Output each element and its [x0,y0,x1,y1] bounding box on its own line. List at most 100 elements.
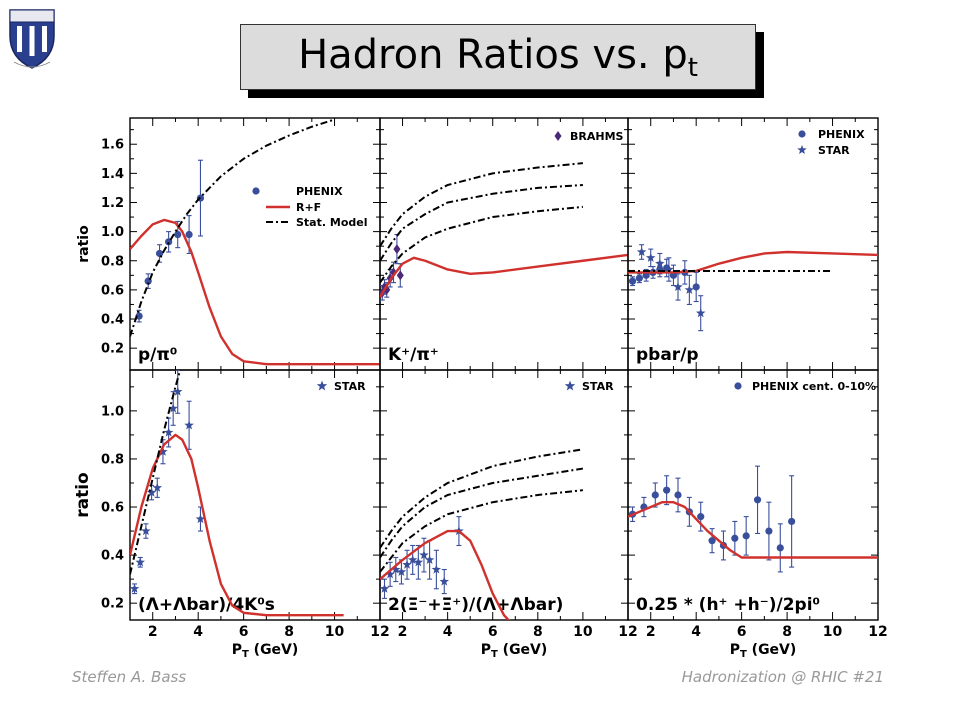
x-tick-label: 8 [782,624,792,640]
data-point [146,487,157,497]
panel-frame [379,369,629,621]
legend: STAR [316,380,366,393]
chart-panel-4: 0.2 0.4 0.6 0.8 1.0 ratio 2 4 6 8 10 12 PT (GeV) (Λ+Λ… [73,369,390,660]
data-point [424,554,435,564]
stat-model-curve [130,370,182,575]
legend-marker [252,187,260,195]
x-tick-label: 10 [325,624,345,640]
data-point [753,496,762,504]
data-point [385,569,395,579]
y-tick-label: 1.6 [101,138,124,153]
y-tick-label: 1.0 [101,225,124,240]
rf-curve [130,433,344,617]
data-point [407,554,418,564]
data-point [663,486,671,494]
data-point [396,270,404,281]
legend-entry: STAR [334,380,366,393]
data-point [155,249,164,258]
rf-curve [628,250,878,274]
series-group [380,162,628,301]
x-tick-label: 2 [398,624,408,640]
data-point [135,312,143,320]
x-tick-label: 2 [646,624,656,640]
stat-model-curve [380,205,584,284]
x-tick-label: 6 [239,624,249,640]
footer-author: Steffen A. Bass [72,668,187,686]
x-axis-label: PT (GeV) [481,642,548,660]
x-tick-label: 4 [691,624,701,640]
y-axis-label: ratio [73,472,93,518]
x-tick-label: 6 [737,624,747,640]
data-point [135,557,145,567]
data-point [185,230,193,239]
x-axis-label: PT (GeV) [730,642,797,660]
chart-panel-5: 2 4 6 8 10 12 PT (GeV) 2(Ξ⁻+Ξ⁺)/(Λ+Λbar) STAR [379,369,638,660]
page-title: Hadron Ratios vs. pt [298,32,698,83]
legend-entry: R+F [296,201,321,214]
data-point [393,244,401,255]
data-point [141,526,151,536]
data-point [419,550,429,560]
chart-panel-3: pbar/p PHENIX STAR [627,117,879,371]
data-point [673,281,683,292]
series-group [628,465,878,573]
stat-model-curve [380,467,584,559]
panel-label: 0.25 * (h⁺ +h⁻)/2pi⁰ [636,595,820,615]
legend: STAR [564,380,614,393]
data-point [380,583,390,593]
data-point [431,564,442,574]
x-tick-label: 2 [148,624,158,640]
x-tick-label: 8 [533,624,543,640]
data-point [396,566,407,576]
y-tick-label: 1.2 [101,196,124,211]
data-point [195,514,206,524]
y-tick-label: 0.6 [101,283,124,298]
stat-model-curve [380,184,583,262]
legend-entry: STAR [582,380,614,393]
y-tick-label: 0.6 [101,501,124,516]
legend-entry: PHENIX cent. 0-10% [752,380,876,393]
legend-marker [734,382,742,390]
legend-entry: BRAHMS [570,130,624,143]
legend-entry: Stat. Model [296,216,367,229]
y-tick-label: 0.4 [101,313,124,328]
legend-marker [316,380,328,391]
legend: PHENIX R+F Stat. Model [252,185,367,229]
y-tick-label: 0.8 [101,452,124,467]
y-tick-label: 0.2 [101,597,124,612]
y-tick-label: 1.0 [101,404,124,419]
data-point [655,258,665,268]
data-point [651,491,659,499]
data-point [413,557,424,567]
data-point [165,238,173,246]
panel-label: pbar/p [636,345,699,365]
x-tick-label: 12 [868,624,887,640]
data-point [163,427,174,437]
data-point [664,264,674,274]
chart-panel-2: K⁺/π⁺ BRAHMS [379,117,629,371]
data-point [439,576,450,586]
data-point [174,230,182,239]
legend-marker [798,130,806,138]
panel-label: 2(Ξ⁻+Ξ⁺)/(Λ+Λbar) [388,595,563,615]
legend-marker [554,131,562,141]
title-main: Hadron Ratios vs. p [298,31,688,78]
series-group [130,370,344,617]
legend-marker [797,145,807,155]
x-tick-label: 4 [193,624,203,640]
data-point [172,386,183,396]
data-point [130,583,140,593]
y-tick-label: 1.4 [101,167,124,182]
rf-curve [380,529,511,620]
panel-label: p/π⁰ [138,345,177,365]
data-point [391,564,401,574]
chart-panel-1: 0.2 0.4 0.6 0.8 1.0 1.2 1.4 1.6 ratio p/π⁰ PHENIX R… [76,117,381,371]
panel-frame [627,369,879,621]
data-point [692,283,700,291]
data-point [628,277,637,285]
legend: BRAHMS [554,130,624,143]
x-tick-label: 12 [618,624,637,640]
x-axis-label: PT (GeV) [232,642,299,660]
data-point [695,308,706,318]
data-point [635,274,643,282]
